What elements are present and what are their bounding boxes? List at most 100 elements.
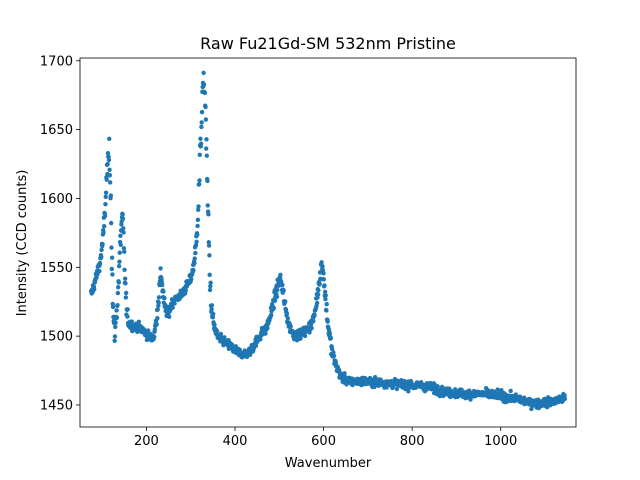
data-point: [198, 141, 204, 146]
data-point: [145, 328, 151, 333]
data-point: [121, 230, 126, 235]
data-point: [271, 305, 276, 310]
chart-title: Raw Fu21Gd-SM 532nm Pristine: [200, 34, 456, 53]
data-point: [208, 280, 213, 285]
data-point: [199, 109, 205, 115]
data-point: [123, 290, 129, 296]
data-point: [97, 268, 102, 274]
data-point: [508, 388, 513, 394]
data-point: [156, 300, 161, 305]
y-axis-label: Intensity (CCD counts): [15, 170, 30, 317]
data-point: [321, 271, 326, 276]
data-point: [155, 316, 160, 321]
data-point: [325, 319, 330, 324]
data-point: [562, 396, 568, 401]
data-point: [218, 331, 224, 337]
data-point: [117, 259, 122, 264]
data-point: [125, 314, 130, 319]
data-point: [309, 325, 314, 331]
data-point: [322, 283, 327, 288]
data-point: [193, 250, 198, 256]
data-point: [199, 120, 204, 125]
data-point: [99, 254, 104, 260]
data-point: [453, 387, 458, 392]
data-point: [112, 338, 117, 343]
data-point: [210, 315, 216, 320]
data-point: [205, 203, 210, 208]
data-point: [97, 260, 103, 266]
data-point: [202, 90, 208, 96]
data-point: [207, 287, 213, 293]
data-point: [280, 282, 285, 288]
data-point: [194, 239, 199, 244]
data-point: [394, 386, 400, 392]
data-point: [298, 336, 303, 341]
data-point: [212, 322, 217, 327]
y-tick-label: 1650: [40, 123, 73, 138]
data-point: [199, 124, 204, 130]
data-point: [214, 328, 220, 334]
data-point: [114, 315, 120, 320]
data-point: [106, 154, 111, 159]
data-point: [281, 288, 286, 293]
data-point: [113, 320, 118, 325]
data-point: [562, 393, 567, 398]
data-point: [323, 296, 328, 302]
data-point: [208, 283, 213, 289]
data-point: [102, 213, 108, 219]
data-point: [107, 173, 113, 178]
y-tick-label: 1700: [40, 54, 73, 69]
data-point: [265, 326, 270, 331]
data-point: [108, 193, 114, 198]
data-point: [109, 255, 115, 260]
x-axis-ticks: 200 400 600 800 1000: [134, 427, 517, 449]
data-point: [166, 314, 172, 320]
data-point: [99, 247, 104, 253]
data-point: [156, 303, 161, 308]
data-point: [384, 385, 389, 390]
data-point: [116, 280, 122, 285]
data-point: [316, 288, 321, 293]
data-point: [103, 190, 109, 195]
data-point: [322, 289, 328, 295]
data-point: [122, 267, 127, 273]
data-point: [172, 301, 177, 306]
data-point: [123, 295, 129, 300]
data-point: [269, 312, 274, 318]
data-point: [183, 288, 188, 293]
data-point: [336, 367, 342, 373]
data-point: [327, 332, 333, 337]
plot-area-frame: [79, 57, 577, 428]
data-point: [129, 319, 135, 324]
data-point: [284, 311, 290, 316]
data-point: [108, 180, 113, 185]
data-point: [117, 250, 122, 255]
data-point: [195, 232, 200, 237]
data-point: [110, 272, 115, 277]
data-point: [191, 267, 196, 273]
data-point: [206, 243, 212, 248]
data-point: [209, 303, 215, 308]
x-tick-label: 1000: [484, 434, 517, 449]
data-point: [112, 334, 118, 339]
data-point: [92, 287, 97, 292]
scatter-points: [88, 70, 568, 412]
data-point: [113, 324, 118, 330]
data-point: [155, 307, 160, 312]
data-point: [206, 212, 211, 217]
data-point: [116, 263, 122, 269]
data-point: [121, 226, 126, 231]
x-tick-label: 800: [400, 434, 425, 449]
data-point: [329, 346, 335, 352]
data-point: [123, 281, 128, 286]
data-point: [105, 150, 111, 156]
data-point: [203, 104, 208, 110]
data-point: [203, 117, 209, 122]
data-point: [201, 70, 206, 76]
data-point: [320, 264, 325, 269]
data-point: [319, 260, 324, 265]
data-point: [162, 295, 167, 301]
data-point: [210, 311, 216, 317]
data-point: [104, 177, 109, 182]
data-point: [105, 161, 110, 167]
